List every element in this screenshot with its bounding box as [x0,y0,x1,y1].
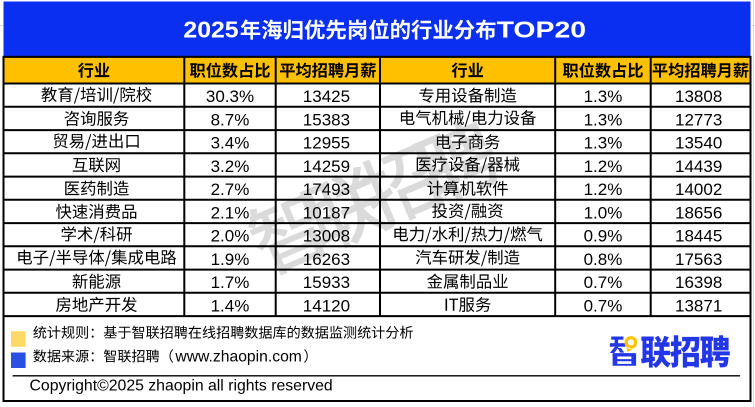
svg-text:www.zhaopin.com: www.zhaopin.com [174,348,301,365]
svg-text:14259: 14259 [303,157,350,176]
svg-text:15933: 15933 [303,273,350,292]
svg-text:14439: 14439 [675,157,722,176]
svg-text:13871: 13871 [675,296,722,315]
svg-text:16263: 16263 [303,250,350,269]
svg-text:1.0%: 1.0% [584,203,623,222]
svg-text:2.1%: 2.1% [211,203,250,222]
svg-text:13808: 13808 [675,87,722,106]
svg-text:3.2%: 3.2% [211,157,250,176]
svg-text:18445: 18445 [675,227,722,246]
svg-text:Copyright©2025 zhaopin all rig: Copyright©2025 zhaopin all rights reserv… [30,377,333,394]
svg-text:13008: 13008 [303,227,350,246]
svg-text:1.3%: 1.3% [584,87,623,106]
svg-text:30.3%: 30.3% [206,87,254,106]
svg-text:16398: 16398 [675,273,722,292]
svg-text:1.9%: 1.9% [211,250,250,269]
svg-text:12955: 12955 [303,134,350,153]
svg-text:2025: 2025 [183,17,238,43]
svg-text:1.2%: 1.2% [584,180,623,199]
svg-text:17563: 17563 [675,250,722,269]
svg-text:2.7%: 2.7% [211,180,250,199]
svg-text:1.3%: 1.3% [584,134,623,153]
svg-text:14120: 14120 [303,296,350,315]
svg-text:12773: 12773 [675,110,722,129]
svg-text:0.9%: 0.9% [584,227,623,246]
svg-text:0.7%: 0.7% [584,296,623,315]
svg-text:1.4%: 1.4% [211,296,250,315]
svg-text:0.8%: 0.8% [584,250,623,269]
svg-text:2.0%: 2.0% [211,227,250,246]
svg-text:13540: 13540 [675,134,722,153]
svg-text:10187: 10187 [303,203,350,222]
svg-text:18656: 18656 [675,203,722,222]
svg-text:1.2%: 1.2% [584,157,623,176]
svg-text:14002: 14002 [675,180,722,199]
svg-text:0.7%: 0.7% [584,273,623,292]
svg-text:1.7%: 1.7% [211,273,250,292]
svg-text:8.7%: 8.7% [211,110,250,129]
svg-text:15383: 15383 [303,110,350,129]
svg-text:3.4%: 3.4% [211,134,250,153]
svg-text:TOP20: TOP20 [497,17,586,43]
svg-text:17493: 17493 [303,180,350,199]
svg-text:1.3%: 1.3% [584,110,623,129]
svg-text:13425: 13425 [303,87,350,106]
